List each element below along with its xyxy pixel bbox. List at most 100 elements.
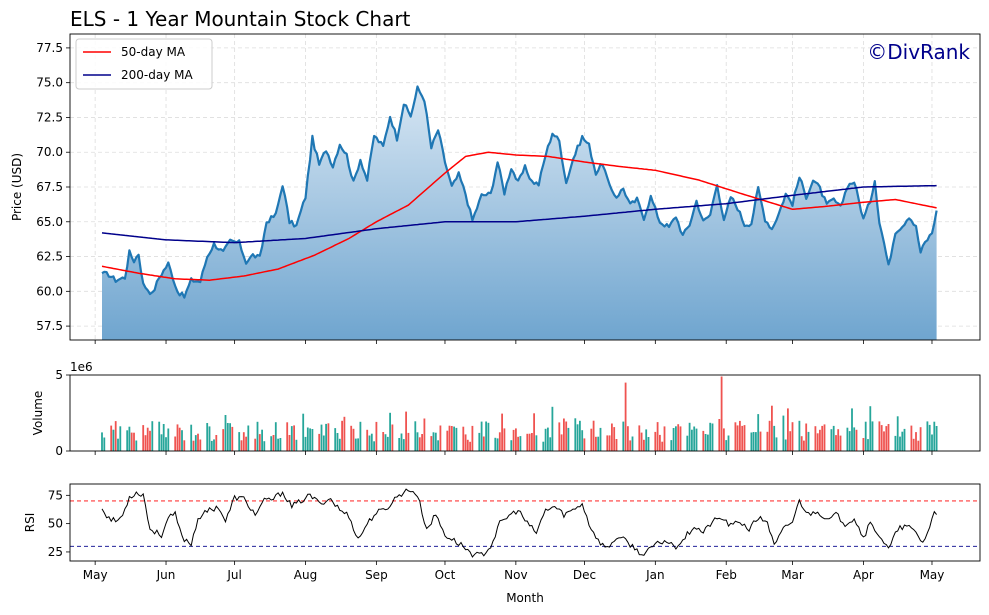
volume-bar <box>563 418 565 451</box>
volume-bar <box>627 426 629 451</box>
volume-bar <box>208 426 211 451</box>
volume-bar <box>688 422 691 451</box>
volume-bar <box>645 429 648 451</box>
volume-bar <box>576 424 579 451</box>
volume-bar <box>469 441 471 451</box>
volume-bar <box>290 426 293 451</box>
price-panel: 57.5 60.0 62.5 65.0 67.5 70.0 72.5 75.0 77.5 Pric… <box>10 33 981 344</box>
price-ytick-label: 75.0 <box>36 76 63 90</box>
volume-bar <box>867 439 869 451</box>
volume-bar <box>270 436 273 451</box>
volume-bar <box>160 434 163 451</box>
volume-bar <box>240 440 243 451</box>
volume-bar <box>887 424 890 451</box>
volume-bar <box>117 438 119 451</box>
volume-bar <box>581 430 584 451</box>
volume-bar <box>718 419 721 451</box>
volume-bar <box>910 425 913 451</box>
legend: 50-day MA 200-day MA <box>75 38 213 90</box>
volume-bar <box>640 432 643 451</box>
volume-bar <box>675 426 677 451</box>
volume-bar <box>373 441 375 451</box>
volume-bar <box>558 422 561 451</box>
volume-bar <box>798 420 801 451</box>
volume-bar <box>606 435 609 451</box>
volume-bar <box>771 405 773 451</box>
volume-bar <box>325 423 327 451</box>
volume-bar <box>725 440 728 451</box>
volume-bar <box>114 421 117 451</box>
volume-bar <box>926 421 929 451</box>
legend-label-ma50: 50-day MA <box>121 45 186 59</box>
volume-bar <box>702 430 705 451</box>
volume-bar <box>695 428 698 451</box>
volume-bar <box>803 440 805 451</box>
volume-bar <box>421 434 423 451</box>
volume-bar <box>254 438 257 451</box>
volume-bar <box>727 435 730 451</box>
volume-bar <box>306 427 309 451</box>
volume-bar <box>130 432 133 451</box>
volume-bar <box>126 430 129 451</box>
volume-bar <box>391 424 394 451</box>
volume-bar <box>766 431 769 451</box>
volume-bar <box>531 433 533 451</box>
volume-bar <box>274 422 277 451</box>
volume-bar <box>542 441 545 451</box>
volume-bar <box>535 435 538 451</box>
volume-bar <box>574 418 577 451</box>
volume-bar <box>288 435 291 451</box>
rsi-y-axis-title: RSI <box>23 513 37 533</box>
volume-bar <box>590 428 593 451</box>
volume-bar <box>839 435 842 451</box>
volume-bar <box>663 426 666 451</box>
volume-bar <box>167 428 170 451</box>
volume-bar <box>862 438 865 451</box>
price-y-axis-title: Price (USD) <box>10 153 24 221</box>
volume-bar <box>686 435 689 451</box>
volume-bar <box>302 413 305 451</box>
volume-bar <box>338 438 341 451</box>
volume-bar <box>935 426 938 451</box>
month-tick-label: Feb <box>716 568 737 582</box>
volume-bar <box>370 433 373 451</box>
volume-bar <box>896 416 899 451</box>
volume-bar <box>261 429 263 451</box>
volume-bar <box>608 435 611 451</box>
rsi-line <box>101 488 937 558</box>
volume-ytick-label: 0 <box>55 444 63 458</box>
volume-bar <box>901 431 904 451</box>
volume-bars <box>101 376 938 451</box>
volume-bar <box>482 436 485 451</box>
volume-bar <box>263 441 266 451</box>
volume-bar <box>519 436 522 451</box>
volume-bar <box>206 423 209 451</box>
volume-bar <box>414 421 417 451</box>
volume-bar <box>133 432 135 451</box>
volume-bar <box>782 415 785 451</box>
month-tick-label: May <box>83 568 108 582</box>
volume-bar <box>176 424 179 451</box>
month-tick-label: Nov <box>504 568 527 582</box>
volume-bar <box>919 427 922 451</box>
volume-bar <box>768 420 771 451</box>
volume-bar <box>416 432 419 451</box>
volume-bar <box>165 437 167 451</box>
volume-bar <box>789 431 792 451</box>
volume-bar <box>647 437 650 451</box>
volume-bar <box>853 427 856 451</box>
price-ytick-label: 57.5 <box>36 319 63 333</box>
volume-bar <box>805 423 808 451</box>
volume-bar <box>354 438 357 451</box>
volume-bar <box>595 436 597 451</box>
month-tick-label: Mar <box>781 568 804 582</box>
volume-bar <box>384 434 387 451</box>
volume-y-axis-title: Volume <box>31 391 45 436</box>
volume-bar <box>197 433 199 451</box>
volume-bar <box>407 432 410 451</box>
volume-bar <box>643 439 645 451</box>
volume-bar <box>816 433 819 451</box>
volume-bar <box>158 421 161 451</box>
volume-bar <box>915 432 917 451</box>
volume-bar <box>494 437 497 451</box>
